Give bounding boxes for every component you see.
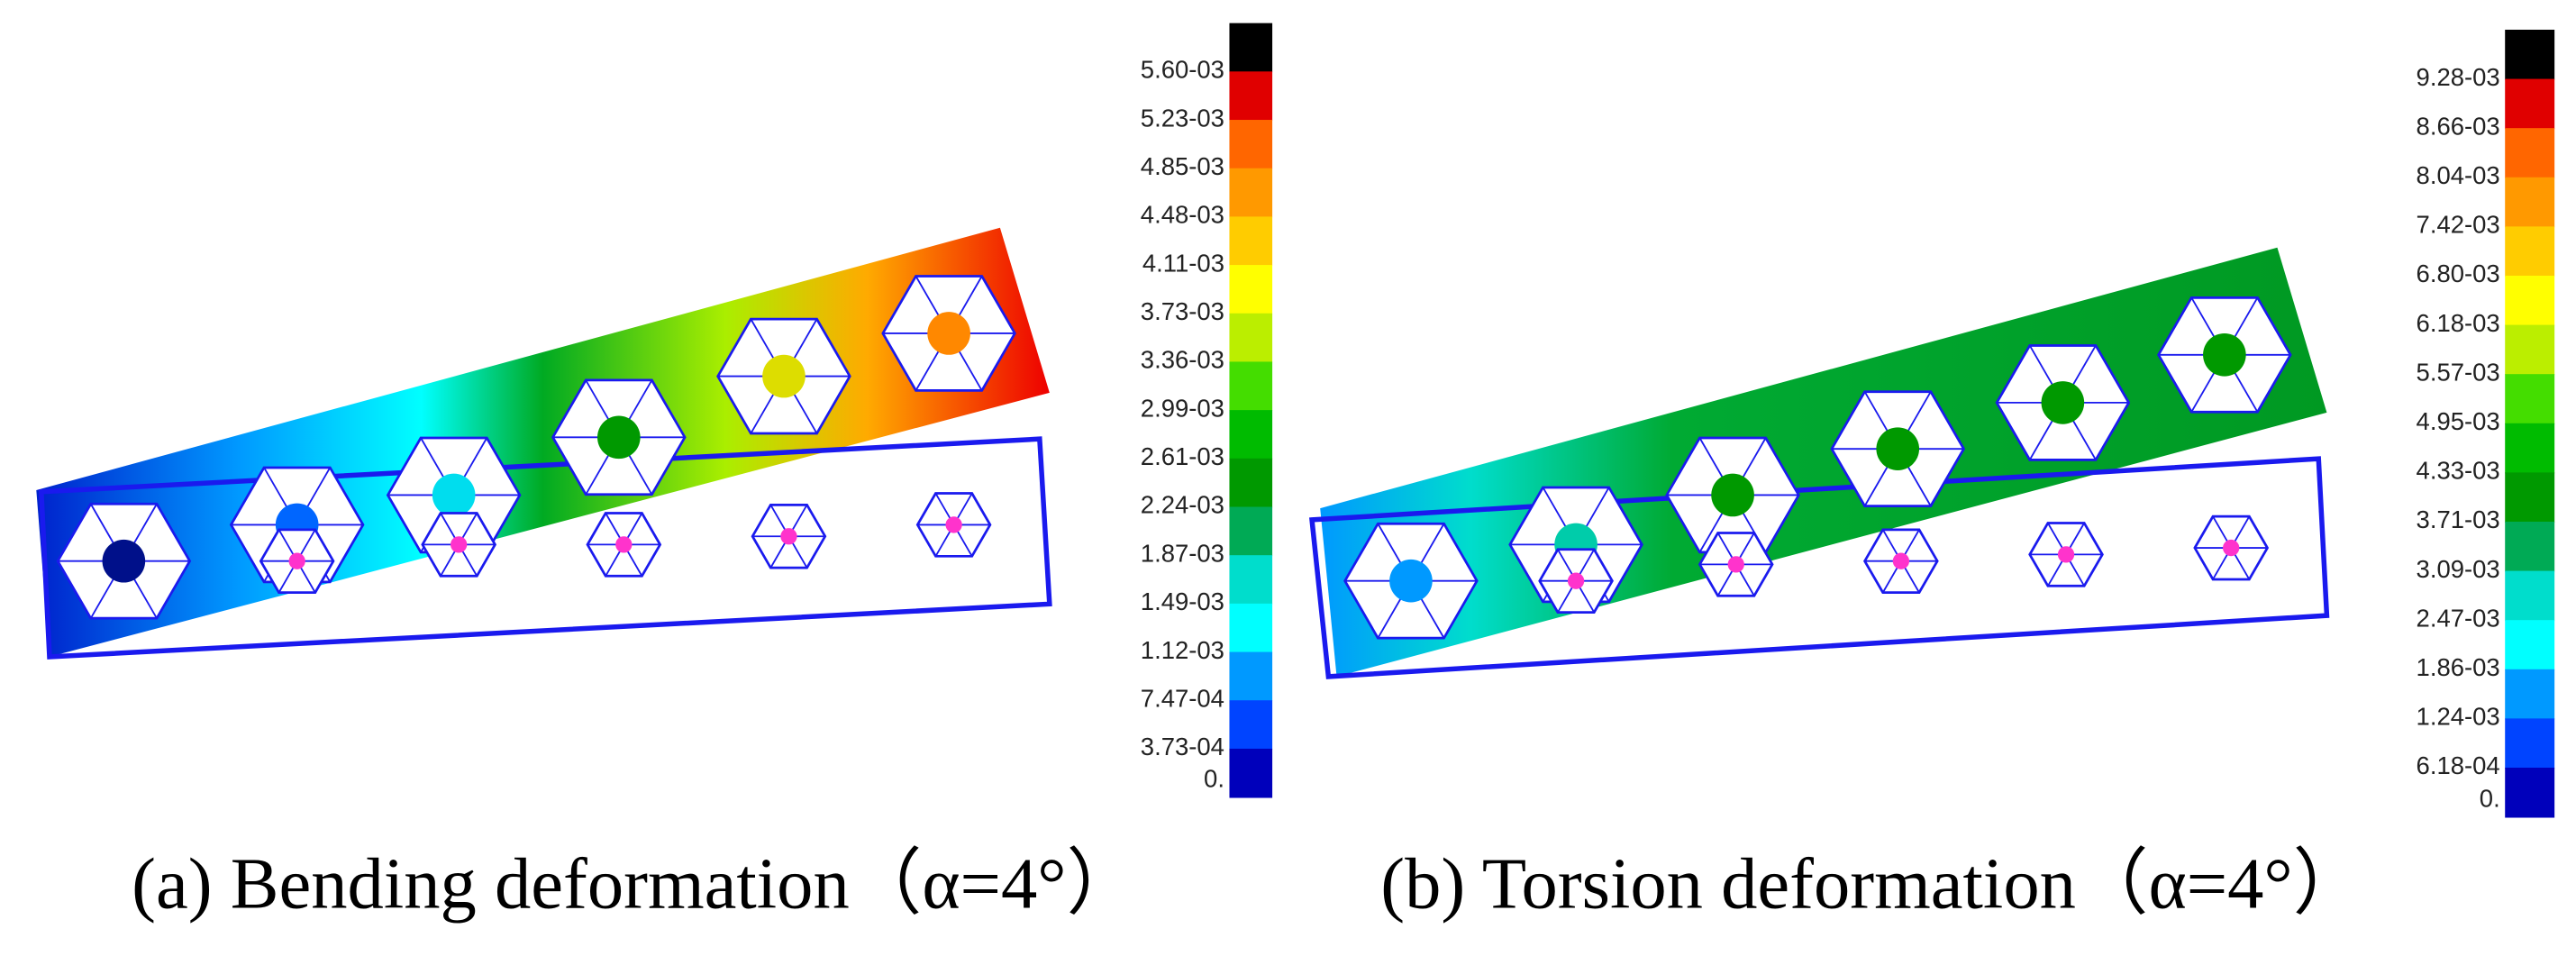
colorbar-band xyxy=(2505,620,2555,670)
colorbar-label: 7.42-03 xyxy=(2417,211,2500,239)
colorbar-band xyxy=(2505,423,2555,474)
colorbar-label: 5.23-03 xyxy=(1141,104,1224,132)
colorbar-label: 0. xyxy=(1204,765,1224,793)
colorbar-band xyxy=(2505,570,2555,622)
hex-core xyxy=(2041,381,2085,424)
hex-core xyxy=(432,473,476,517)
hex-core xyxy=(1389,559,1433,603)
hex-core xyxy=(1727,556,1744,573)
colorbar-band xyxy=(1229,555,1273,605)
figure-content: (a) Bending deformation（α=4°） (b) Torsio… xyxy=(36,23,2555,924)
hex-core xyxy=(945,516,962,533)
torsion-beam xyxy=(1320,247,2327,677)
bending-frame xyxy=(38,436,1052,660)
colorbar-label: 1.87-03 xyxy=(1141,539,1224,567)
colorbar-band xyxy=(1229,361,1273,412)
colorbar-label: 1.86-03 xyxy=(2417,653,2500,681)
hex-core xyxy=(762,354,806,398)
colorbar-band xyxy=(1229,216,1273,266)
hex-core xyxy=(1567,572,1585,589)
colorbar-band xyxy=(2505,226,2555,277)
colorbar-label: 1.49-03 xyxy=(1141,587,1224,615)
colorbar-label: 1.12-03 xyxy=(1141,636,1224,664)
hex-core xyxy=(780,528,797,545)
colorbar-band xyxy=(2505,767,2555,818)
colorbar-label: 3.73-03 xyxy=(1141,297,1224,325)
hex-core xyxy=(615,536,633,553)
colorbar-label: 3.71-03 xyxy=(2417,505,2500,533)
colorbar-label: 3.73-04 xyxy=(1141,733,1224,760)
colorbar-band xyxy=(2505,521,2555,572)
colorbar-band xyxy=(2505,669,2555,720)
colorbar-label: 2.61-03 xyxy=(1141,442,1224,470)
colorbar-label: 3.36-03 xyxy=(1141,346,1224,374)
hex-core xyxy=(597,415,641,460)
colorbar-label: 3.09-03 xyxy=(2417,555,2500,583)
colorbar-label: 1.24-03 xyxy=(2417,703,2500,731)
caption: (a) Bending deformation（α=4°） xyxy=(132,844,1139,924)
torsion-frame xyxy=(1309,456,2330,679)
colorbar-band xyxy=(1229,313,1273,363)
colorbar-label: 6.80-03 xyxy=(2417,259,2500,287)
colorbar-label: 5.60-03 xyxy=(1141,56,1224,84)
mesh-decoration xyxy=(56,275,2292,640)
colorbar-band xyxy=(2505,128,2555,178)
colorbar-label: 6.18-04 xyxy=(2417,751,2500,779)
hex-core xyxy=(288,552,305,569)
colorbar-band xyxy=(1229,506,1273,557)
hex-core xyxy=(2203,332,2246,377)
hex-core xyxy=(2057,546,2075,563)
colorbar-band xyxy=(2505,472,2555,523)
hex-core xyxy=(1892,552,1910,569)
colorbar-label: 8.04-03 xyxy=(2417,161,2500,189)
colorbar-band xyxy=(2505,324,2555,376)
colorbar-label: 4.33-03 xyxy=(2417,457,2500,485)
bending-beam xyxy=(36,227,1050,657)
colorbar-label: 2.47-03 xyxy=(2417,604,2500,632)
colorbar-band xyxy=(1229,748,1273,798)
colorbar-label: 0. xyxy=(2480,785,2500,813)
colorbar-label: 2.24-03 xyxy=(1141,491,1224,519)
hex-core xyxy=(2223,539,2240,557)
colorbar-band xyxy=(1229,71,1273,121)
hex-core xyxy=(1711,473,1754,517)
colorbar-band xyxy=(1229,23,1273,73)
colorbar-label: 4.48-03 xyxy=(1141,201,1224,229)
hex-core xyxy=(450,536,468,553)
colorbar-band xyxy=(2505,78,2555,130)
colorbar-label: 7.47-04 xyxy=(1141,684,1224,712)
colorbar-label: 8.66-03 xyxy=(2417,112,2500,140)
colorbar-label: 4.95-03 xyxy=(2417,407,2500,435)
colorbar-label: 4.11-03 xyxy=(1142,249,1224,277)
hex-core xyxy=(1876,427,1920,470)
colorbar-band xyxy=(1229,410,1273,460)
colorbar-band xyxy=(1229,168,1273,218)
hex-core xyxy=(927,312,970,355)
colorbar-band xyxy=(2505,275,2555,326)
hex-core xyxy=(102,539,146,583)
colorbar-band xyxy=(1229,458,1273,508)
colorbar-band xyxy=(2505,177,2555,228)
colorbar-label: 5.57-03 xyxy=(2417,358,2500,386)
colorbar-band xyxy=(1229,700,1273,750)
colorbar-label: 9.28-03 xyxy=(2417,63,2500,91)
colorbar-label: 4.85-03 xyxy=(1141,152,1224,180)
colorbar-band xyxy=(1229,603,1273,653)
colorbar-band xyxy=(1229,651,1273,702)
colorbar-label: 2.99-03 xyxy=(1141,394,1224,422)
caption: (b) Torsion deformation（α=4°） xyxy=(1380,844,2365,924)
colorbar-band xyxy=(1229,265,1273,314)
colorbar-band xyxy=(2505,29,2555,80)
colorbar-label: 6.18-03 xyxy=(2417,309,2500,337)
colorbar-band xyxy=(1229,120,1273,169)
colorbar-band xyxy=(2505,718,2555,769)
colorbar-band xyxy=(2505,374,2555,424)
